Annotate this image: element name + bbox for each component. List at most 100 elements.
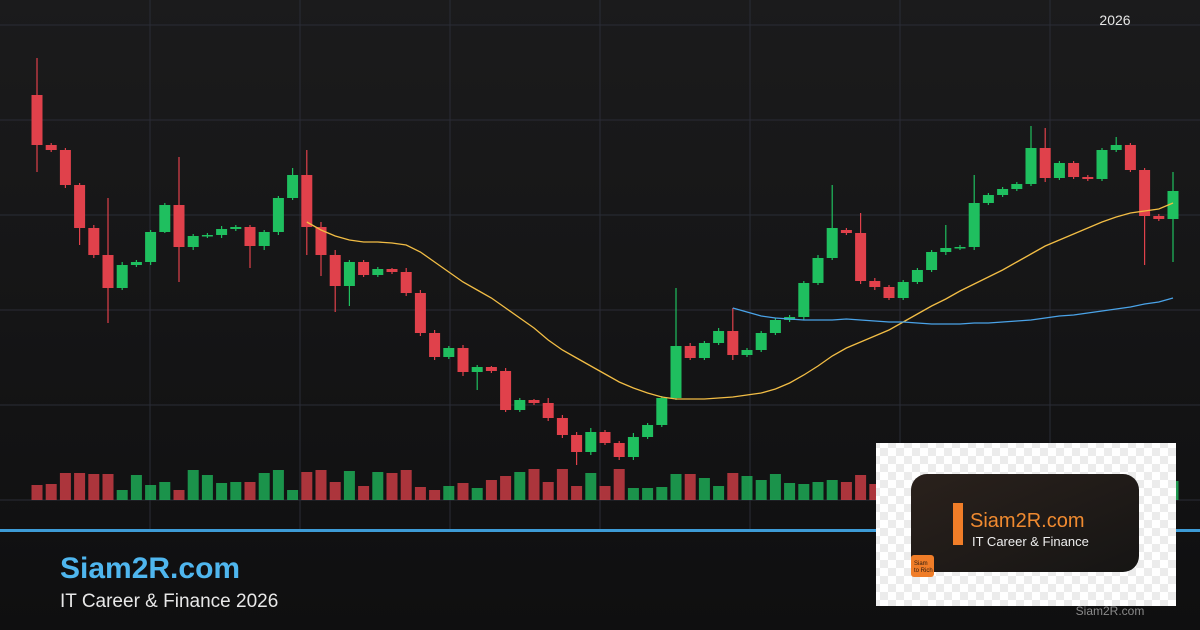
- badge: Siam2R.com IT Career & Finance Siam to R…: [876, 443, 1176, 606]
- badge-icon-text: to Rich: [914, 568, 933, 574]
- candle-body: [1096, 150, 1108, 179]
- volume-bar: [230, 482, 242, 500]
- candle-body: [627, 437, 639, 457]
- candle-body: [1082, 177, 1094, 179]
- volume-bar: [656, 487, 668, 500]
- candle-body: [897, 282, 909, 298]
- candle-body: [855, 233, 867, 281]
- candle-body: [343, 262, 355, 286]
- candle-body: [656, 398, 668, 425]
- volume-bar: [74, 473, 86, 500]
- volume-bar: [755, 480, 767, 500]
- candle-body: [528, 400, 540, 403]
- candle-body: [372, 269, 384, 275]
- candle-body: [244, 227, 256, 246]
- volume-bar: [358, 486, 370, 500]
- volume-bar: [187, 470, 199, 500]
- volume-bar: [258, 473, 270, 500]
- candle-body: [329, 255, 341, 286]
- candle-body: [954, 247, 966, 249]
- candle-body: [755, 333, 767, 350]
- candle-body: [1039, 148, 1051, 178]
- volume-bar: [869, 484, 881, 500]
- badge-card: [911, 474, 1139, 572]
- candle-body: [997, 189, 1009, 195]
- volume-bar: [443, 486, 455, 500]
- volume-bar: [528, 469, 540, 500]
- candle-body: [59, 150, 71, 185]
- volume-bar: [542, 482, 554, 500]
- candle-body: [74, 185, 86, 228]
- candle-body: [840, 230, 852, 233]
- candle-body: [968, 203, 980, 247]
- candle-body: [400, 272, 412, 293]
- candle-body: [230, 227, 242, 229]
- volume-bar: [826, 480, 838, 500]
- candle-body: [542, 403, 554, 418]
- volume-bar: [386, 473, 398, 500]
- candle-body: [798, 283, 810, 317]
- candle-body: [414, 293, 426, 333]
- candle-body: [1167, 191, 1179, 219]
- candle-body: [31, 95, 43, 145]
- volume-bar: [130, 475, 142, 500]
- candle-body: [102, 255, 114, 288]
- candle-body: [642, 425, 654, 437]
- volume-bar: [31, 485, 43, 500]
- volume-bar: [244, 482, 256, 500]
- volume-bar: [670, 474, 682, 500]
- volume-bar: [343, 471, 355, 500]
- volume-bar: [798, 484, 810, 500]
- badge-subtitle: IT Career & Finance: [972, 534, 1089, 549]
- volume-bar: [400, 470, 412, 500]
- volume-bar: [102, 474, 114, 500]
- candle-body: [500, 371, 512, 410]
- candle-body: [258, 232, 270, 246]
- volume-bar: [159, 482, 171, 500]
- candle-body: [301, 175, 313, 227]
- candle-body: [556, 418, 568, 435]
- volume-bar: [698, 478, 710, 500]
- candle-body: [926, 252, 938, 270]
- volume-bar: [812, 482, 824, 500]
- footer-title: Siam2R.com: [60, 552, 240, 585]
- candle-body: [571, 435, 583, 452]
- badge-icon-text: Siam: [914, 561, 928, 567]
- candle-body: [216, 229, 228, 235]
- candle-body: [585, 432, 597, 452]
- volume-bar: [585, 473, 597, 500]
- volume-bar: [627, 488, 639, 500]
- volume-bar: [201, 475, 213, 500]
- candle-body: [130, 262, 142, 265]
- badge-accent: [953, 503, 963, 545]
- volume-bar: [315, 470, 327, 500]
- volume-bar: [301, 472, 313, 500]
- candle-body: [670, 346, 682, 398]
- volume-bar: [840, 482, 852, 500]
- candle-body: [883, 287, 895, 298]
- volume-bar: [414, 487, 426, 500]
- volume-bar: [784, 483, 796, 500]
- badge-icon: [911, 555, 934, 577]
- volume-bar: [287, 490, 299, 500]
- candle-body: [982, 195, 994, 203]
- candle-body: [514, 400, 526, 410]
- year-label: 2026: [1099, 12, 1130, 28]
- volume-bar: [741, 476, 753, 500]
- moving-average-line: [306, 202, 1174, 400]
- candle-body: [145, 232, 157, 262]
- volume-bar: [713, 486, 725, 500]
- volume-bar: [855, 475, 867, 500]
- candle-body: [358, 262, 370, 275]
- candle-body: [1110, 145, 1122, 150]
- volume-bar: [599, 486, 611, 500]
- candle-body: [1124, 145, 1136, 170]
- candle-body: [201, 235, 213, 237]
- divider: [0, 529, 1200, 532]
- candle-body: [485, 367, 497, 371]
- volume-bar: [216, 483, 228, 500]
- watermark: Siam2R.com: [1076, 604, 1145, 618]
- volume-bar: [642, 488, 654, 500]
- candle-body: [940, 248, 952, 252]
- candle-body: [1139, 170, 1151, 216]
